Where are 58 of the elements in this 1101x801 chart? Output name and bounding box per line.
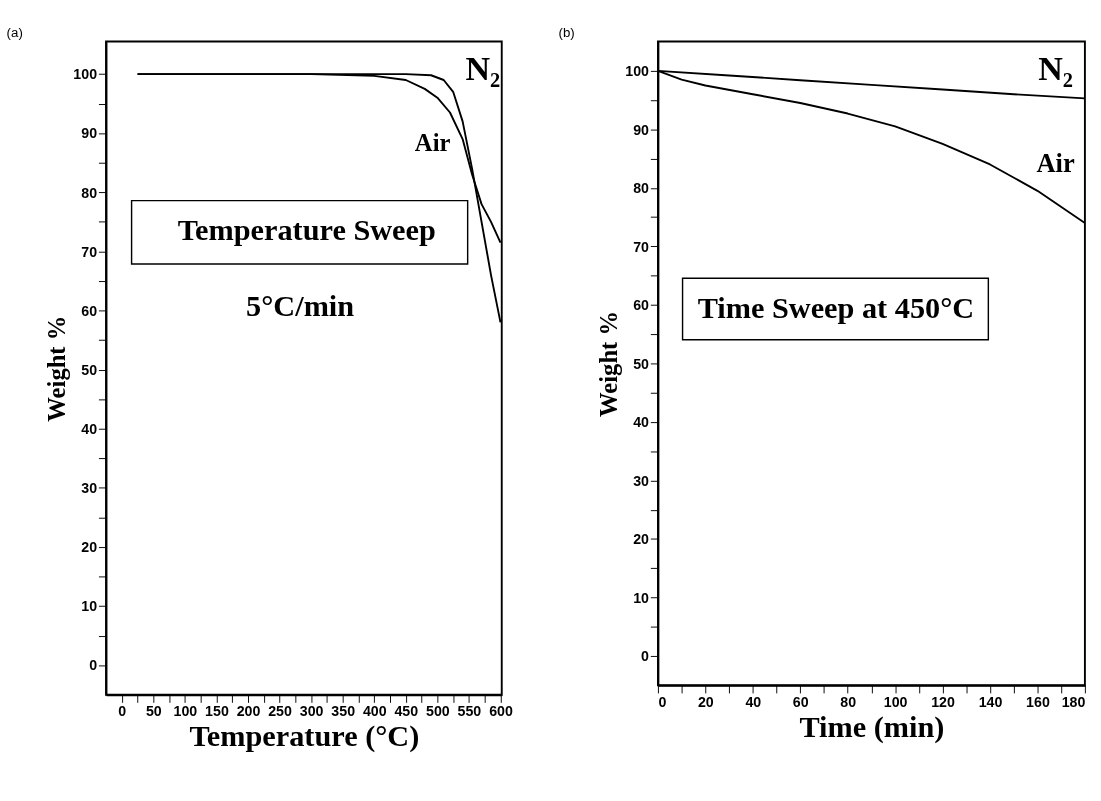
y-tick-label: 100 <box>625 63 650 80</box>
y-tick-label: 80 <box>633 180 650 197</box>
x-axis-title: Time (min) <box>799 709 945 744</box>
series-label: N₂ <box>465 50 501 88</box>
x-tick-label: 400 <box>362 703 387 720</box>
x-tick-label: 200 <box>236 703 261 720</box>
x-tick-label: 0 <box>658 693 667 710</box>
y-tick-label: 40 <box>633 414 650 431</box>
x-tick-label: 600 <box>489 703 513 720</box>
y-tick-label: 30 <box>81 480 98 497</box>
x-tick-label: 120 <box>931 693 956 710</box>
x-tick-label: 150 <box>205 703 229 720</box>
y-tick-label: 20 <box>81 539 98 556</box>
y-tick-label: 10 <box>633 589 650 606</box>
x-tick-label: 50 <box>145 703 162 720</box>
y-axis-title: Weight % <box>594 310 622 417</box>
x-tick-label: 0 <box>118 703 127 720</box>
annotation: Time Sweep at 450°C <box>697 291 975 325</box>
y-tick-label: 40 <box>81 420 98 437</box>
y-tick-label: 20 <box>633 531 650 548</box>
x-tick-label: 450 <box>394 703 419 720</box>
y-tick-label: 80 <box>81 184 98 201</box>
y-tick-label: 100 <box>73 66 98 83</box>
y-tick-label: 0 <box>641 648 650 665</box>
x-tick-label: 500 <box>426 703 450 720</box>
y-tick-label: 60 <box>633 297 650 314</box>
x-tick-label: 350 <box>331 703 356 720</box>
series-label: Air <box>1036 148 1075 179</box>
x-tick-label: 300 <box>299 703 324 720</box>
x-tick-label: 550 <box>457 703 482 720</box>
y-tick-label: 90 <box>633 121 650 138</box>
y-tick-label: 90 <box>81 125 98 142</box>
series-label: Air <box>414 129 451 157</box>
x-tick-label: 100 <box>173 703 198 720</box>
y-tick-label: 60 <box>81 302 98 319</box>
x-tick-label: 100 <box>883 693 908 710</box>
x-tick-label: 60 <box>792 693 809 710</box>
x-tick-label: 180 <box>1061 693 1086 710</box>
y-tick-label: 70 <box>633 238 650 255</box>
x-tick-label: 160 <box>1026 693 1050 710</box>
y-axis-title: Weight % <box>42 315 70 422</box>
y-tick-label: 70 <box>81 243 98 260</box>
y-tick-label: 50 <box>81 361 98 378</box>
y-tick-label: 10 <box>81 598 98 615</box>
annotation: 5°C/min <box>246 289 355 324</box>
x-tick-label: 140 <box>978 693 1003 710</box>
x-axis-title: Temperature (°C) <box>189 719 420 754</box>
x-tick-label: 20 <box>697 693 714 710</box>
series-label: N₂ <box>1038 50 1073 88</box>
y-tick-label: 50 <box>633 355 650 372</box>
chart-title: (a) <box>6 24 23 40</box>
y-tick-label: 0 <box>89 657 98 674</box>
annotation: Temperature Sweep <box>177 213 436 248</box>
y-tick-label: 30 <box>633 472 650 489</box>
chart-title: (b) <box>558 24 575 40</box>
x-tick-label: 250 <box>268 703 293 720</box>
x-tick-label: 40 <box>745 693 762 710</box>
x-tick-label: 80 <box>840 693 857 710</box>
